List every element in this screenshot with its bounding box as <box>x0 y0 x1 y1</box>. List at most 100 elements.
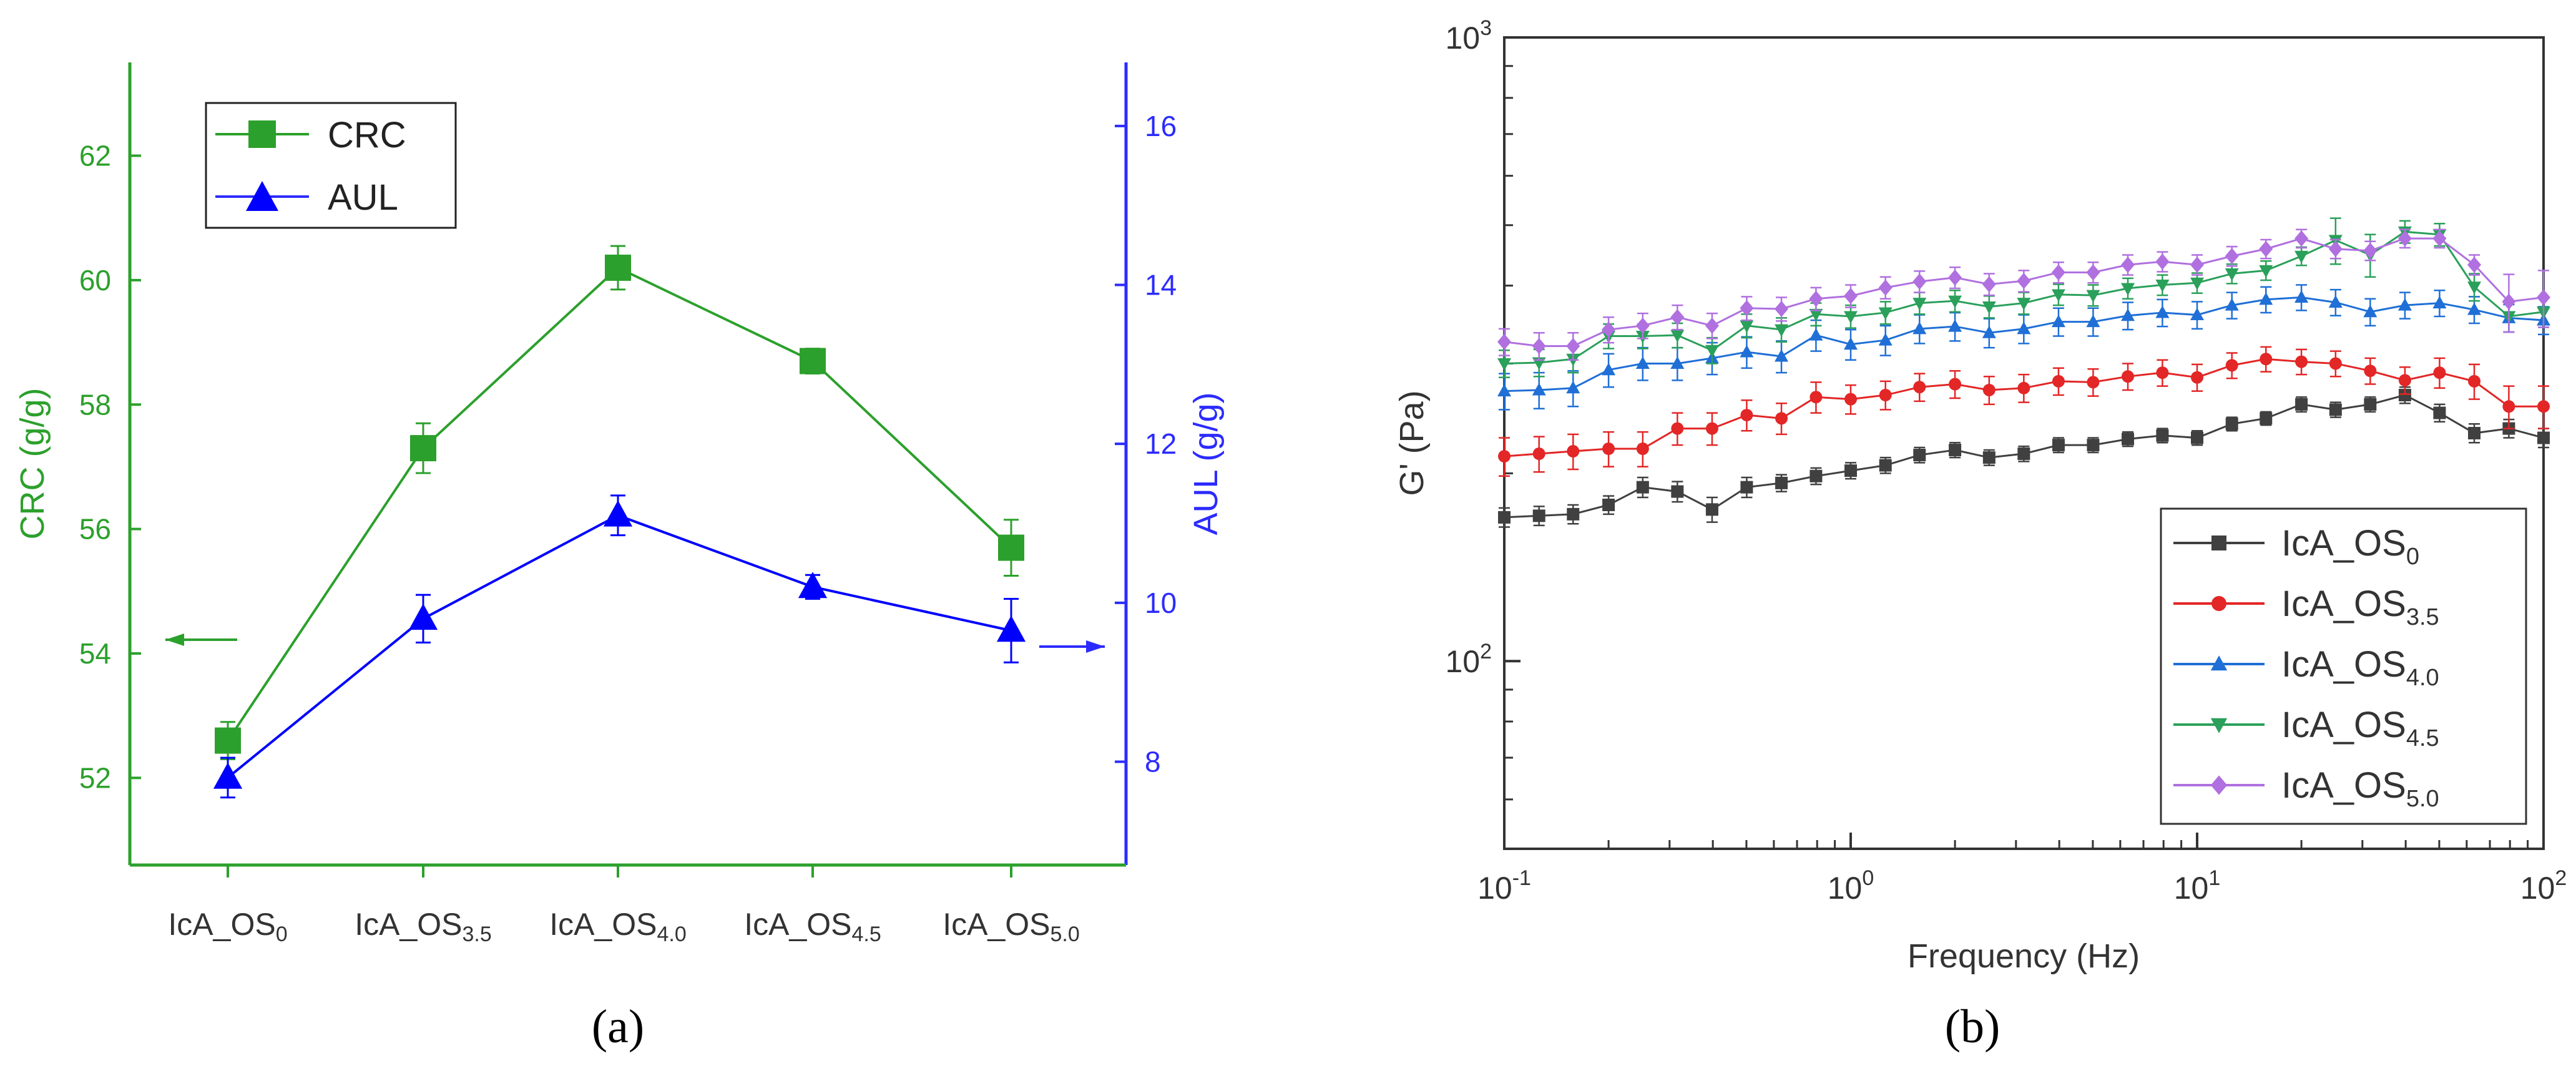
data-point-os50 <box>1497 333 1511 350</box>
chart-b-xlabel: Frequency (Hz) <box>1908 937 2140 975</box>
data-point-os40 <box>2225 298 2239 311</box>
data-point-os40 <box>1912 321 1927 335</box>
data-point-os35 <box>2225 359 2238 372</box>
data-point-os0 <box>2087 439 2100 452</box>
data-point-os35 <box>1844 393 1857 406</box>
legend-crc-marker <box>248 120 276 148</box>
data-point-os45 <box>1982 301 1996 314</box>
data-point-os0 <box>1775 476 1788 489</box>
data-point-os35 <box>2191 371 2203 384</box>
data-point-os35 <box>2468 374 2481 388</box>
data-point-os40 <box>1670 356 1685 369</box>
data-point-os0 <box>2260 412 2273 425</box>
legend-label-os50: IcA_OS5.0 <box>2281 765 2439 812</box>
data-point-os40 <box>1809 328 1823 341</box>
data-point-os0 <box>2225 418 2238 431</box>
data-point-os50 <box>2537 289 2550 306</box>
data-point-os0 <box>2017 447 2030 461</box>
data-point-os45 <box>2467 281 2482 295</box>
data-point-os35 <box>2017 381 2030 394</box>
legend-marker-os40 <box>2210 655 2228 671</box>
aul-axis-tick-label: 14 <box>1145 269 1177 301</box>
panel-label-b: (b) <box>1945 1000 2001 1053</box>
data-point-os45 <box>2259 265 2273 278</box>
data-point-os35 <box>1913 381 1926 394</box>
category-tick-label: IcA_OS3.5 <box>355 907 492 946</box>
data-point-os40 <box>2051 315 2065 328</box>
data-point-os35 <box>2087 376 2100 389</box>
x-tick-label: 101 <box>2174 866 2221 906</box>
data-point-os0 <box>2295 398 2308 411</box>
data-point-os0 <box>1705 503 1718 516</box>
data-point-crc <box>800 348 826 374</box>
data-point-os40 <box>2259 292 2273 305</box>
data-point-os0 <box>2433 406 2446 419</box>
data-point-os45 <box>2051 289 2065 302</box>
data-point-os0 <box>1740 481 1753 494</box>
data-point-os50 <box>1809 290 1823 307</box>
data-point-aul <box>213 762 243 789</box>
data-point-os50 <box>2259 240 2273 257</box>
aul-axis-tick-label: 8 <box>1145 745 1161 778</box>
data-point-os35 <box>2433 366 2446 379</box>
data-point-os35 <box>1879 389 1892 402</box>
data-point-os35 <box>1949 378 1962 391</box>
data-point-os50 <box>2467 257 2482 273</box>
chart-b-legend: IcA_OS0 IcA_OS3.5 IcA_OS4.0 IcA_OS4.5 IcA_OS… <box>2160 507 2527 825</box>
chart-a-ylabel-left: CRC (g/g) <box>14 388 51 539</box>
data-point-os0 <box>1532 509 1545 522</box>
data-point-os35 <box>1982 383 1996 396</box>
data-point-os35 <box>2122 370 2135 383</box>
data-point-os40 <box>2467 302 2482 315</box>
data-point-os40 <box>2121 308 2135 321</box>
data-point-os50 <box>1635 317 1650 334</box>
data-point-os0 <box>2468 427 2481 440</box>
data-point-os50 <box>1775 300 1789 317</box>
data-point-os35 <box>2398 374 2411 387</box>
data-point-os45 <box>1775 324 1789 337</box>
chart-a: 52 54 56 58 60 62 8 10 12 14 16 IcA_OS0 IcA_OS3.5 IcA… <box>14 62 1225 1053</box>
data-point-os40 <box>1497 384 1511 397</box>
data-point-os35 <box>2052 374 2065 388</box>
data-point-os45 <box>1497 358 1511 371</box>
data-point-os50 <box>1670 309 1685 326</box>
category-tick-label: IcA_OS4.0 <box>549 907 687 946</box>
data-point-os50 <box>1878 279 1893 296</box>
data-point-os40 <box>1878 333 1893 346</box>
data-point-os0 <box>2329 403 2342 416</box>
x-tick-label: 102 <box>2520 866 2567 906</box>
series-line-aul <box>227 514 1012 779</box>
data-point-os40 <box>1740 345 1754 358</box>
data-point-os0 <box>1982 451 1996 464</box>
data-point-os40 <box>2294 290 2309 303</box>
chart-a-legend: CRC AUL <box>205 102 457 229</box>
chart-a-ylabel-right: AUL (g/g) <box>1187 392 1225 535</box>
data-point-os50 <box>2432 230 2447 247</box>
aul-axis-tick-label: 10 <box>1145 587 1177 619</box>
data-point-os0 <box>2191 431 2203 444</box>
data-point-os40 <box>2328 295 2343 308</box>
panel-label-a: (a) <box>592 1000 644 1053</box>
data-point-os50 <box>2017 273 2031 290</box>
data-point-os50 <box>2225 248 2239 265</box>
data-point-os0 <box>1602 498 1615 511</box>
data-point-os50 <box>1602 321 1616 338</box>
data-point-os0 <box>2052 439 2065 452</box>
data-point-os50 <box>1566 338 1580 355</box>
data-point-aul <box>603 500 633 527</box>
data-point-os35 <box>2502 400 2515 413</box>
data-point-os35 <box>2537 400 2550 413</box>
data-point-os35 <box>1705 422 1718 435</box>
data-point-os40 <box>2155 305 2170 318</box>
data-point-os0 <box>1913 449 1926 462</box>
data-point-crc <box>998 534 1024 561</box>
crc-axis-tick-label: 62 <box>79 140 111 172</box>
data-point-os50 <box>2294 230 2309 247</box>
data-point-os45 <box>2155 280 2170 293</box>
data-point-os35 <box>1636 443 1649 456</box>
legend-label-os0: IcA_OS0 <box>2281 523 2419 570</box>
data-point-os35 <box>2329 357 2342 370</box>
aul-axis-tick-label: 16 <box>1145 110 1177 142</box>
